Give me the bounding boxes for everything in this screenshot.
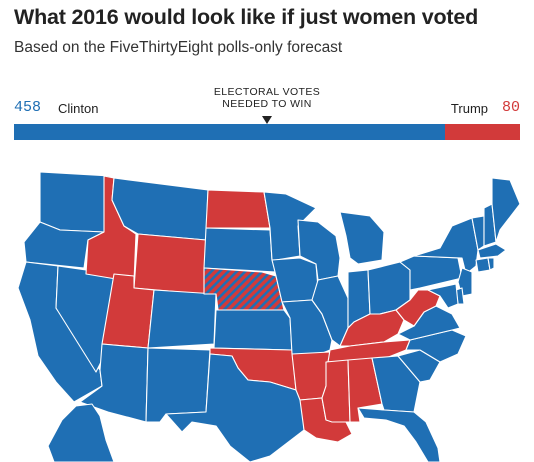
state-RI xyxy=(487,257,495,271)
state-CO xyxy=(147,289,217,349)
trump-label: Trump xyxy=(450,101,488,116)
electoral-vote-bar xyxy=(14,124,520,140)
state-ME xyxy=(491,177,521,243)
state-AK xyxy=(47,403,115,462)
state-MS xyxy=(321,359,351,423)
us-electoral-map xyxy=(17,171,521,462)
votes-needed-label-line1: ELECTORAL VOTES xyxy=(213,86,321,98)
votes-needed-label-line2: NEEDED TO WIN xyxy=(222,98,312,110)
clinton-label: Clinton xyxy=(58,101,99,116)
state-KS xyxy=(213,309,293,351)
threshold-marker-icon xyxy=(262,116,272,124)
votes-needed-label: ELECTORAL VOTES NEEDED TO WIN xyxy=(214,86,320,110)
state-FL xyxy=(357,407,441,462)
page-subtitle: Based on the FiveThirtyEight polls-only … xyxy=(14,39,343,56)
clinton-votes: 458 xyxy=(14,99,42,116)
state-SD xyxy=(203,227,277,273)
state-MI xyxy=(339,211,385,265)
state-OR xyxy=(23,221,105,269)
state-SC xyxy=(397,349,441,383)
state-MD xyxy=(427,283,459,309)
trump-bar-segment xyxy=(444,124,520,140)
state-TX xyxy=(165,353,305,462)
state-WY xyxy=(133,233,207,295)
state-MA xyxy=(477,243,507,259)
clinton-bar-segment xyxy=(14,124,445,140)
state-ND xyxy=(205,189,271,229)
page-title: What 2016 would look like if just women … xyxy=(14,5,479,29)
state-WV xyxy=(395,289,441,327)
state-NM xyxy=(145,347,211,423)
state-WA xyxy=(39,171,111,233)
trump-votes: 80 xyxy=(501,99,520,116)
